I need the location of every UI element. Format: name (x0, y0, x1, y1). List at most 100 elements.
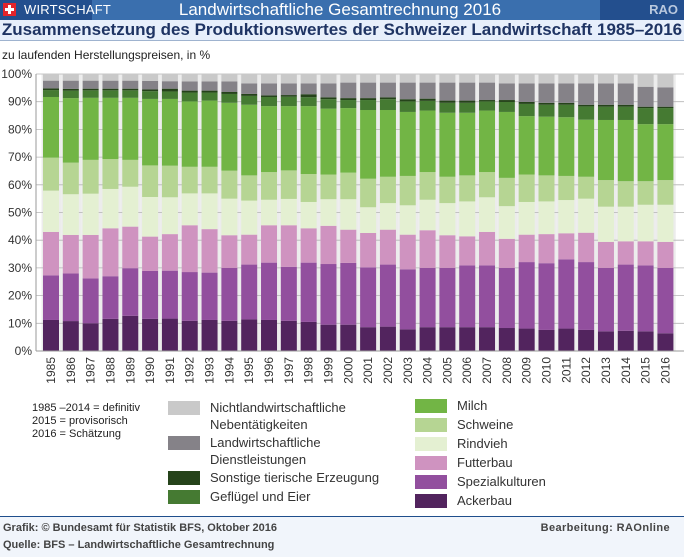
bar-segment (201, 90, 218, 93)
bar-segment (340, 82, 357, 99)
bar-segment (300, 106, 317, 174)
bar-segment (558, 104, 575, 118)
bar-segment (280, 170, 297, 199)
bar-segment (181, 193, 198, 226)
bar-segment (578, 198, 595, 233)
bar-segment (280, 225, 297, 267)
bar-segment (201, 100, 218, 167)
bar-segment (62, 234, 79, 274)
bar-segment (637, 108, 654, 125)
bar-segment (221, 235, 238, 268)
bar-segment (419, 327, 436, 351)
bar-segment (201, 272, 218, 320)
bar-segment (102, 88, 119, 91)
bar-segment (637, 74, 654, 87)
bar-segment (399, 74, 416, 83)
legend-label: Rindvieh (457, 436, 508, 451)
bar-segment (379, 326, 396, 351)
bar-segment (241, 175, 258, 201)
bar-segment (161, 98, 178, 166)
bar-segment (518, 328, 535, 351)
bar-segment (498, 111, 515, 178)
bar-segment (241, 95, 258, 105)
bar-segment (300, 74, 317, 84)
bar-segment (578, 232, 595, 263)
editor-credit: Bearbeitung: RAOnline (540, 522, 670, 534)
legend-label-line: Landwirtschaftliche (210, 435, 321, 450)
bar-segment (637, 106, 654, 109)
bar-segment (498, 267, 515, 329)
bar-segment (657, 108, 674, 125)
bar-segment (538, 263, 555, 330)
bar-segment (300, 201, 317, 229)
bar-segment (399, 175, 416, 206)
bar-segment (399, 99, 416, 102)
x-tick-label: 1999 (321, 357, 335, 384)
bar-segment (320, 174, 337, 200)
x-tick-label: 1985 (44, 357, 58, 384)
bar-segment (360, 207, 377, 233)
bar-segment (181, 320, 198, 351)
bar-segment (617, 104, 634, 107)
bar-segment (82, 88, 99, 91)
bar-segment (82, 80, 99, 89)
bar-segment (181, 272, 198, 321)
bar-segment (62, 90, 79, 99)
bar-segment (459, 74, 476, 83)
bar-segment (459, 327, 476, 351)
x-tick-label: 2005 (440, 357, 454, 384)
bar-segment (82, 323, 99, 351)
bar-segment (181, 74, 198, 82)
bar-segment (657, 180, 674, 205)
bar-segment (399, 101, 416, 112)
legend-label: Geflügel und Eier (210, 488, 310, 505)
bar-segment (657, 87, 674, 107)
bar-segment (43, 157, 59, 191)
y-axis-unit-label: zu laufenden Herstellungspreisen, in % (2, 48, 211, 62)
bar-segment (360, 82, 377, 99)
bar-segment (241, 234, 258, 265)
bar-segment (142, 74, 159, 81)
bar-segment (280, 320, 297, 351)
bar-segment (221, 170, 238, 199)
bar-segment (142, 91, 159, 99)
bar-segment (538, 116, 555, 176)
bar-segment (617, 74, 634, 84)
bar-segment (221, 81, 238, 93)
bar-segment (379, 176, 396, 204)
bar-segment (538, 102, 555, 105)
bar-segment (142, 89, 159, 92)
bar-segment (578, 104, 595, 107)
bar-segment (419, 230, 436, 268)
bar-segment (578, 106, 595, 120)
status-note-line: 1985 –2014 = definitiv (32, 402, 140, 414)
bar-segment (479, 82, 496, 101)
bar-segment (459, 265, 476, 328)
bar-segment (62, 162, 79, 195)
footer: Grafik: © Bundesamt für Statistik BFS, O… (0, 516, 684, 557)
x-tick-label: 2015 (639, 357, 653, 384)
bar-segment (360, 100, 377, 111)
bar-segment (181, 225, 198, 273)
bar-segment (102, 97, 119, 160)
stacked-bar-chart: 0% 10% 20% 30% 40% 50% 60% 70% 80% 90% 100% 1985 198… (1, 67, 684, 384)
bar-segment (142, 318, 159, 351)
y-tick-label: 80% (8, 122, 32, 136)
bar-segment (399, 205, 416, 235)
bar-segment (201, 229, 218, 273)
bar-segment (62, 273, 79, 322)
bar-segment (261, 172, 278, 200)
bar-segment (399, 329, 416, 351)
bar-segment (637, 265, 654, 332)
bar-segment (439, 203, 456, 236)
x-tick-label: 2007 (480, 357, 494, 384)
bar-segment (62, 321, 79, 351)
x-tick-label: 1993 (203, 357, 217, 384)
bar-segment (142, 165, 159, 197)
bar-segment (181, 81, 198, 91)
bar-segment (498, 74, 515, 84)
x-tick-label: 1990 (143, 357, 157, 384)
bar-segment (280, 198, 297, 226)
bar-segment (558, 259, 575, 329)
bar-segment (82, 193, 99, 235)
